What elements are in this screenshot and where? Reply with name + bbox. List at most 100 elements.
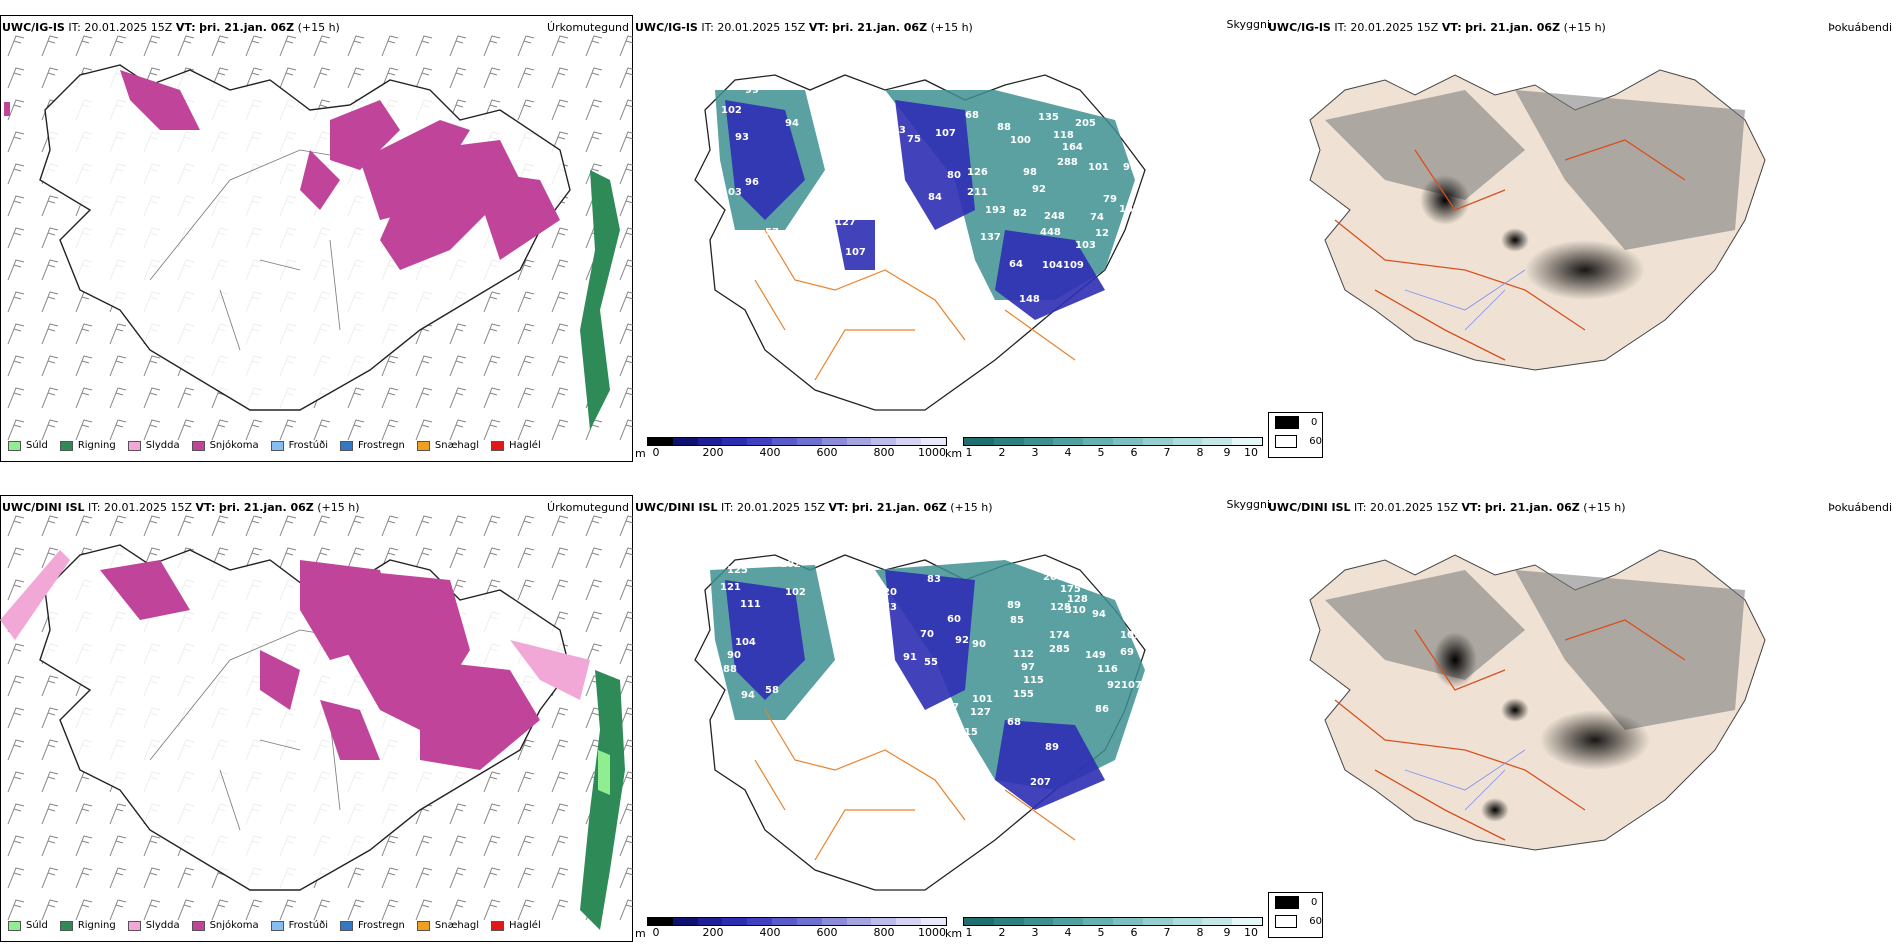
legend-item: Rigning [59,440,116,451]
svg-text:127: 127 [970,707,991,718]
svg-text:310: 310 [1065,605,1086,616]
product-name: Þokuábendi [1828,21,1892,34]
legend-item: Frostúði [270,920,328,931]
svg-text:94: 94 [1092,609,1106,620]
legend-swatch [127,440,141,451]
svg-text:128: 128 [1050,602,1071,613]
fog-map [1309,69,1766,371]
svg-text:91: 91 [903,652,917,663]
ceiling-labels: 99 99 102 94 93 103 96 57 89 127 107 83 … [721,79,1140,305]
svg-text:103: 103 [721,187,742,198]
svg-text:60: 60 [947,614,961,625]
drizzle-area [598,750,610,795]
legend-item: Rigning [59,920,116,931]
fog-panel-row2: UWC/DINI ISL IT: 20.01.2025 15Z VT: þri.… [1265,480,1900,945]
ceiling-colorbar: m 0 200 400 600 800 1000 [635,917,947,940]
svg-text:92: 92 [955,635,969,646]
model-name: UWC/IG-IS [1268,21,1331,34]
svg-text:125: 125 [727,565,748,576]
svg-text:64: 64 [1009,259,1023,270]
ceiling-map: 99 99 102 94 93 103 96 57 89 127 107 83 … [694,74,1146,411]
visibility-strip [963,437,1263,446]
model-name: UWC/IG-IS [635,21,698,34]
svg-text:88: 88 [997,122,1011,133]
fog-map [1309,549,1766,851]
svg-text:90: 90 [972,639,986,650]
svg-text:70: 70 [920,629,934,640]
svg-text:115: 115 [1023,675,1044,686]
product-name: Skyggni [1226,498,1270,511]
tick-label: 200 [702,446,724,459]
svg-text:99: 99 [768,79,782,90]
fog-panel-row1: UWC/IG-IS IT: 20.01.2025 15Z VT: þri. 21… [1265,0,1900,465]
visibility-colorbar: km 1 2 3 4 5 6 7 8 9 10 [945,437,1263,460]
product-name: Skyggni [1226,18,1270,31]
tick-label: 0 [652,446,660,459]
svg-text:103: 103 [1075,240,1096,251]
svg-text:80: 80 [947,170,961,181]
svg-text:448: 448 [1040,227,1061,238]
fog-legend-item: 60 [1269,432,1322,451]
legend-swatch [340,440,353,451]
svg-text:205: 205 [1075,118,1096,129]
svg-text:121: 121 [720,582,741,593]
legend-swatch [8,440,21,451]
svg-text:73: 73 [883,602,897,613]
ceiling-colorbar: m 0 200 400 600 800 1000 [635,437,947,460]
svg-text:98: 98 [1023,167,1037,178]
svg-text:127: 127 [835,217,856,228]
svg-text:135: 135 [1038,112,1059,123]
svg-text:174: 174 [1049,630,1070,641]
legend-item: Frostregn [340,920,405,931]
svg-text:102: 102 [785,587,806,598]
svg-text:67: 67 [945,702,959,713]
fog-legend-item: 60 [1269,912,1322,931]
svg-text:99: 99 [745,85,759,96]
svg-text:126: 126 [967,167,988,178]
svg-text:89: 89 [1007,600,1021,611]
legend-swatch [491,440,505,451]
svg-text:90: 90 [727,650,741,661]
svg-text:128: 128 [1067,594,1088,605]
ceiling-strip [647,917,947,926]
legend-swatch [416,920,430,931]
svg-text:111: 111 [740,599,761,610]
legend-item: Haglél [491,920,541,931]
svg-text:115: 115 [957,727,978,738]
svg-text:12: 12 [1095,228,1109,239]
precip-legend: Súld Rigning Slydda Snjókoma Frostúði Fr… [8,920,553,931]
svg-text:137: 137 [980,232,1001,243]
legend-item: Snæhagl [416,920,479,931]
svg-text:92: 92 [1032,184,1046,195]
legend-swatch [191,440,205,451]
precip-panel-row2: UWC/DINI ISL IT: 20.01.2025 15Z VT: þri.… [0,480,635,945]
svg-text:112: 112 [1013,649,1034,660]
legend-swatch [340,920,353,931]
ceiling-labels: 125 108 102 121 111 102 104 90 88 94 58 … [700,559,1142,788]
precip-map [0,510,633,930]
ceiling-map: 125 108 102 121 111 102 104 90 88 94 58 … [694,554,1146,891]
svg-text:118: 118 [1053,130,1074,141]
precip-legend: Súld Rigning Slydda Snjókoma Frostúði Fr… [8,440,553,451]
svg-text:94: 94 [785,118,799,129]
svg-text:155: 155 [1013,689,1034,700]
legend-item: Snjókoma [191,920,259,931]
svg-text:92: 92 [1107,680,1121,691]
visibility-unit: km [945,927,963,940]
svg-text:101: 101 [1088,162,1109,173]
panel-title: UWC/IG-IS IT: 20.01.2025 15Z VT: þri. 21… [1268,21,1606,34]
legend-swatch [8,920,21,931]
svg-text:116: 116 [1097,664,1118,675]
legend-item: Snjókoma [191,440,259,451]
svg-text:104: 104 [735,637,756,648]
ceiling-strip [647,437,947,446]
svg-text:211: 211 [967,187,988,198]
svg-text:207: 207 [1030,777,1051,788]
svg-text:57: 57 [765,227,779,238]
svg-text:148: 148 [1019,294,1040,305]
tick-label: 400 [759,446,781,459]
legend-item: Súld [8,440,48,451]
svg-text:74: 74 [1090,212,1104,223]
visibility-colorbar: km 1 2 3 4 5 6 7 8 9 10 [945,917,1263,940]
svg-text:89: 89 [1045,742,1059,753]
